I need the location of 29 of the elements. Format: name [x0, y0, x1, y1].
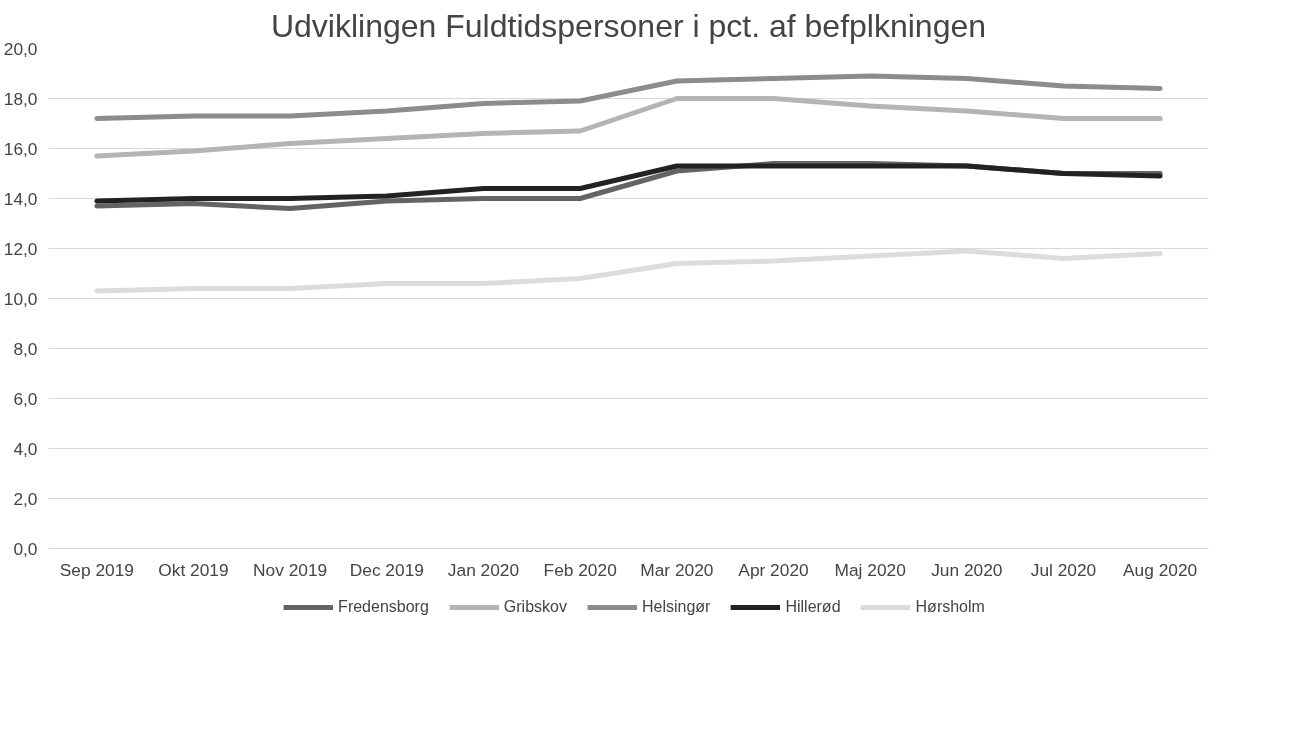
y-tick-label: 14,0 [3, 188, 38, 209]
x-tick-label: Dec 2019 [349, 559, 424, 580]
y-tick-label: 4,0 [13, 438, 38, 459]
legend-label: Fredensborg [338, 598, 429, 616]
y-tick-label: 0,0 [13, 538, 38, 559]
x-tick-label: Maj 2020 [834, 559, 906, 580]
legend-label: Hillerød [785, 598, 841, 616]
x-tick-label: Jun 2020 [931, 559, 1003, 580]
y-tick-label: 10,0 [3, 288, 38, 309]
x-tick-label: Jul 2020 [1030, 559, 1097, 580]
y-tick-label: 20,0 [3, 38, 38, 59]
legend-label: Gribskov [503, 598, 567, 616]
y-tick-label: 18,0 [3, 88, 38, 109]
y-tick-label: 2,0 [13, 488, 38, 509]
x-tick-label: Jan 2020 [447, 559, 520, 580]
chart-title: Udviklingen Fuldtidspersoner i pct. af befplkningen [270, 7, 987, 44]
x-tick-label: Sep 2019 [59, 559, 134, 580]
x-tick-label: Nov 2019 [253, 559, 328, 580]
legend-label: Helsingør [641, 598, 711, 616]
x-tick-label: Feb 2020 [543, 559, 617, 580]
x-tick-label: Okt 2019 [158, 559, 229, 580]
x-tick-label: Mar 2020 [640, 559, 714, 580]
legend-label: Hørsholm [915, 598, 985, 616]
y-tick-label: 12,0 [3, 238, 38, 259]
x-tick-label: Aug 2020 [1123, 559, 1198, 580]
x-tick-label: Apr 2020 [738, 559, 809, 580]
y-tick-label: 6,0 [13, 388, 38, 409]
y-tick-label: 8,0 [13, 338, 38, 359]
y-tick-label: 16,0 [3, 138, 38, 159]
